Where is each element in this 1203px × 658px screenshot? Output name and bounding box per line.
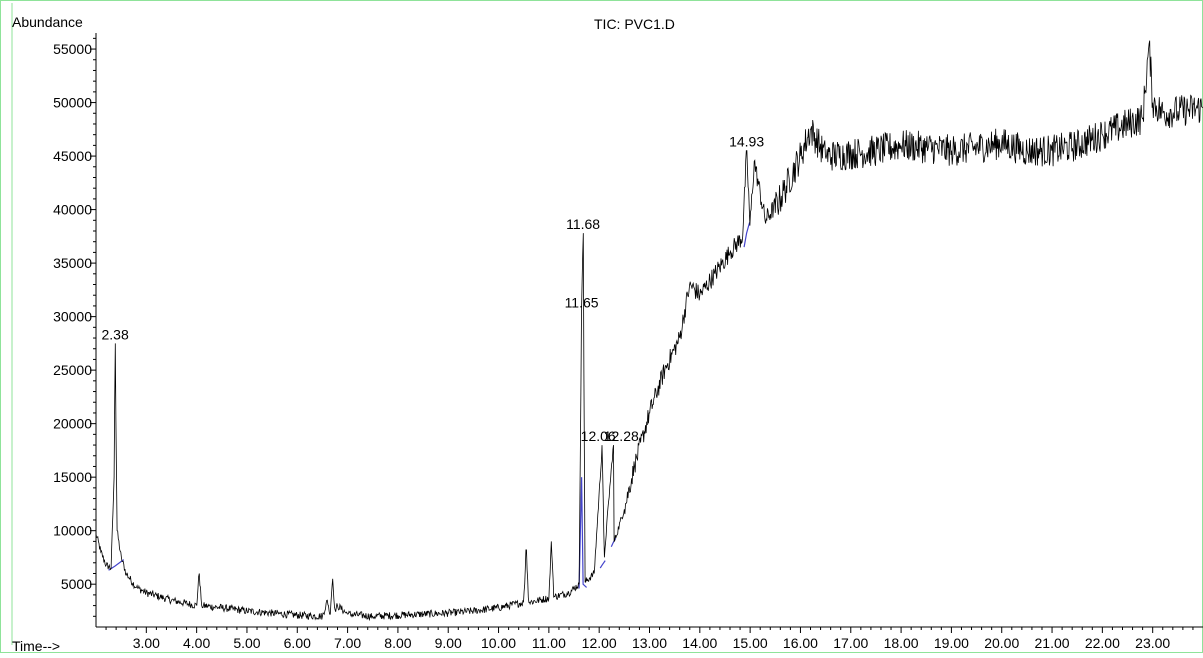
x-tick-label: 13.00 [632, 635, 667, 651]
y-tick-label: 10000 [53, 523, 92, 539]
y-axis-label: Abundance [12, 14, 83, 30]
x-tick-label: 8.00 [384, 635, 411, 651]
x-tick-label: 5.00 [233, 635, 260, 651]
x-tick-label: 22.00 [1085, 635, 1120, 651]
integration-baselines [109, 222, 750, 588]
signal-trace [96, 41, 1203, 620]
x-axis-label: Time--> [12, 638, 60, 654]
y-tick-label: 50000 [53, 95, 92, 111]
x-tick-label: 4.00 [183, 635, 210, 651]
x-tick-label: 20.00 [984, 635, 1019, 651]
x-tick-label: 3.00 [133, 635, 160, 651]
y-tick-label: 45000 [53, 148, 92, 164]
x-tick-label: 23.00 [1135, 635, 1170, 651]
plot-axes: 3.00 4.00 5.00 6.00 7.00 8.00 9.00 10.00 11.00 12… [53, 33, 1203, 651]
x-tick-label: 21.00 [1035, 635, 1070, 651]
x-tick-label: 6.00 [284, 635, 311, 651]
x-tick-label: 17.00 [833, 635, 868, 651]
y-tick-label: 25000 [53, 362, 92, 378]
x-tick-label: 9.00 [435, 635, 462, 651]
y-tick-label: 30000 [53, 309, 92, 325]
peak-label: 11.68 [566, 216, 600, 232]
peak-label: 14.93 [729, 134, 764, 150]
y-tick-label: 20000 [53, 416, 92, 432]
tic-series-line [96, 41, 1203, 620]
y-tick-label: 5000 [61, 576, 92, 592]
y-tick-label: 55000 [53, 41, 92, 57]
y-tick-label: 15000 [53, 469, 92, 485]
x-tick-label: 15.00 [733, 635, 768, 651]
peak-label: 2.38 [101, 326, 128, 342]
x-tick-label: 19.00 [934, 635, 969, 651]
chart-title: TIC: PVC1.D [594, 16, 675, 32]
peak-label: 12.28 [604, 428, 639, 444]
x-tick-label: 16.00 [783, 635, 818, 651]
x-tick-label: 7.00 [334, 635, 361, 651]
y-tick-label: 40000 [53, 202, 92, 218]
x-tick-label: 12.00 [582, 635, 617, 651]
x-tick-label: 14.00 [682, 635, 717, 651]
x-tick-label: 11.00 [532, 635, 566, 651]
baseline-segment [600, 561, 605, 569]
x-tick-label: 18.00 [884, 635, 919, 651]
y-tick-label: 35000 [53, 255, 92, 271]
x-tick-label: 10.00 [481, 635, 516, 651]
baseline-segment [744, 222, 750, 247]
peak-label: 11.65 [565, 294, 599, 310]
